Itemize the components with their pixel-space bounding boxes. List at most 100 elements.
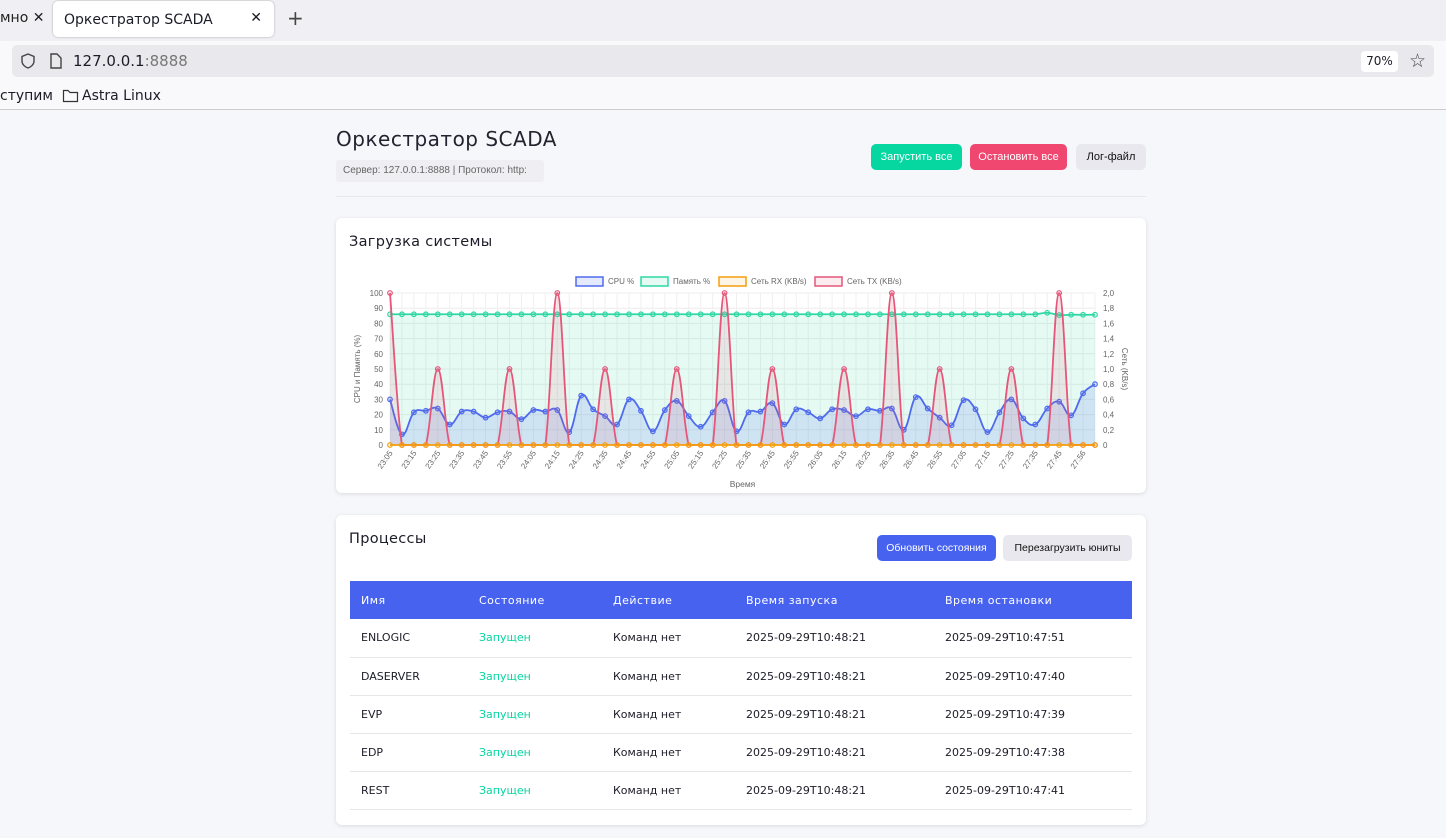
data-point (661, 442, 668, 448)
data-point (685, 413, 692, 420)
data-point (829, 311, 836, 318)
x-tick-label: 23:55 (495, 449, 514, 471)
data-point (936, 442, 943, 448)
legend-swatch (575, 276, 604, 287)
data-point (446, 421, 453, 428)
y2-tick-label: 0 (1103, 441, 1108, 450)
table-row[interactable]: EDP Запущен Команд нет 2025-09-29T10:48:21 2… (350, 733, 1132, 772)
y-tick-label: 90 (374, 304, 383, 313)
x-tick-label: 23:35 (447, 449, 466, 471)
data-point (470, 408, 477, 415)
data-point (1080, 311, 1086, 318)
data-point (888, 290, 895, 296)
column-header-state[interactable]: Состояние (468, 581, 602, 619)
data-point (494, 409, 501, 416)
data-point (685, 442, 692, 448)
data-point (721, 398, 728, 404)
table-row[interactable]: DASERVER Запущен Команд нет 2025-09-29T10:4… (350, 657, 1132, 696)
data-point (697, 311, 704, 318)
x-tick-label: 24:15 (543, 449, 562, 471)
zoom-level[interactable]: 70% (1361, 51, 1398, 72)
tab-previous[interactable]: мно ✕ (0, 10, 44, 26)
data-point (422, 442, 429, 448)
data-point (506, 408, 513, 415)
tab-active[interactable]: Оркестратор SCADA ✕ (53, 1, 274, 37)
data-point (446, 311, 453, 318)
column-header-start-time[interactable]: Время запуска (735, 581, 934, 619)
data-point (996, 311, 1003, 318)
table-row[interactable]: ENLOGIC Запущен Команд нет 2025-09-29T10:48… (350, 619, 1132, 658)
bookmark-folder-astra[interactable]: Astra Linux (82, 88, 161, 104)
data-point (554, 442, 561, 448)
data-point (387, 396, 393, 403)
data-point (494, 311, 501, 318)
data-point (841, 407, 847, 413)
data-point (458, 442, 465, 448)
data-point (781, 421, 788, 428)
data-point (518, 416, 525, 423)
data-point (554, 311, 561, 318)
process-stop-time: 2025-09-29T10:47:51 (934, 619, 1132, 658)
column-header-name[interactable]: Имя (350, 581, 468, 619)
data-point (434, 366, 441, 372)
column-header-stop-time[interactable]: Время остановки (934, 581, 1132, 619)
data-point (721, 290, 728, 296)
y-tick-label: 10 (374, 426, 383, 435)
legend-label: CPU % (608, 277, 634, 286)
shield-icon[interactable] (19, 52, 37, 70)
x-tick-label: 25:15 (686, 449, 705, 471)
process-action: Команд нет (602, 619, 735, 658)
table-row[interactable]: REST Запущен Команд нет 2025-09-29T10:48:21… (350, 771, 1132, 810)
stop-all-button[interactable]: Остановить все (970, 144, 1067, 170)
data-point (1092, 311, 1098, 318)
close-tab-icon[interactable]: ✕ (32, 10, 45, 26)
data-point (1032, 421, 1039, 428)
x-tick-label: 26:55 (925, 449, 944, 471)
data-point (410, 442, 417, 448)
y2-tick-label: 2,0 (1103, 289, 1115, 298)
x-tick-label: 23:45 (471, 449, 490, 471)
series-area-0 (390, 384, 1095, 445)
data-point (888, 442, 895, 448)
data-point (530, 407, 537, 413)
bookmark-item[interactable]: ступим (0, 88, 53, 104)
bookmark-star-icon[interactable]: ☆ (1409, 50, 1427, 72)
tab-title: Оркестратор SCADA (64, 12, 213, 28)
data-point (912, 394, 919, 401)
data-point (697, 423, 704, 430)
data-point (1056, 442, 1063, 448)
data-point (1032, 311, 1039, 318)
data-point (566, 442, 573, 448)
data-point (900, 311, 907, 318)
data-point (781, 311, 788, 318)
url-bar[interactable] (12, 45, 1434, 77)
data-point (888, 405, 895, 412)
data-point (948, 422, 955, 429)
data-point (1008, 442, 1015, 448)
data-point (626, 311, 632, 318)
data-point (888, 311, 895, 318)
log-file-button[interactable]: Лог-файл (1076, 144, 1146, 170)
column-header-action[interactable]: Действие (602, 581, 735, 619)
data-point (399, 442, 405, 448)
table-row[interactable]: EVP Запущен Команд нет 2025-09-29T10:48:21 2… (350, 695, 1132, 734)
legend-label: Сеть RX (KB/s) (751, 277, 807, 286)
reload-units-button[interactable]: Перезагрузить юниты (1003, 535, 1132, 561)
data-point (709, 442, 716, 448)
data-point (1092, 381, 1098, 388)
start-all-button[interactable]: Запустить все (871, 144, 962, 170)
data-point (1092, 442, 1098, 448)
data-point (494, 442, 501, 448)
data-point (410, 311, 417, 318)
data-point (661, 311, 668, 318)
data-point (757, 408, 764, 415)
x-tick-label: 27:35 (1021, 449, 1040, 471)
data-point (817, 415, 824, 422)
data-point (602, 366, 608, 372)
close-tab-icon[interactable]: ✕ (250, 10, 262, 26)
url-text[interactable]: 127.0.0.1:8888 (73, 52, 188, 70)
refresh-states-button[interactable]: Обновить состояния (877, 535, 996, 561)
data-point (482, 311, 489, 318)
x-tick-label: 25:45 (758, 449, 777, 471)
new-tab-button[interactable]: + (287, 6, 304, 30)
